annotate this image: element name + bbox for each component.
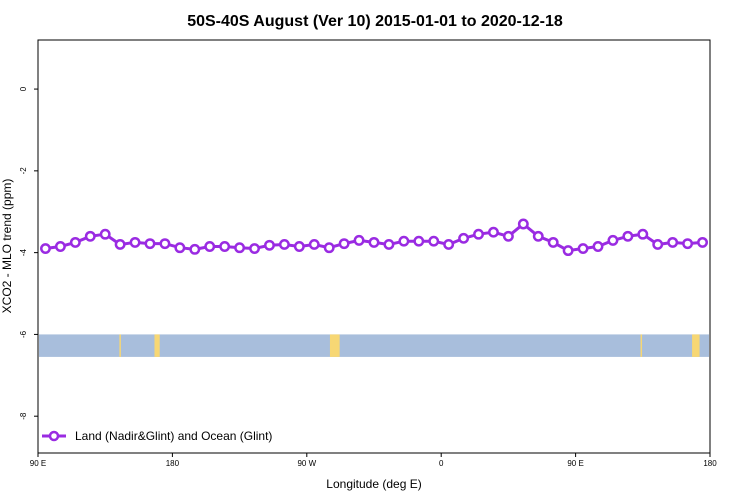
data-point xyxy=(353,234,365,246)
data-point xyxy=(234,242,246,254)
data-point xyxy=(308,239,320,250)
data-point xyxy=(607,234,619,246)
series-points xyxy=(40,218,708,257)
x-tick-label: 90 E xyxy=(30,459,46,468)
data-point xyxy=(189,243,201,255)
x-axis: 90 E 180 90 W 0 90 E 180 xyxy=(30,453,717,468)
plot-area xyxy=(39,218,709,357)
data-point xyxy=(458,232,470,244)
data-point xyxy=(622,230,634,242)
land-patch xyxy=(329,334,340,357)
x-tick-label: 0 xyxy=(439,459,444,468)
legend-label: Land (Nadir&Glint) and Ocean (Glint) xyxy=(75,429,272,443)
data-point xyxy=(114,239,126,250)
data-point xyxy=(502,230,514,242)
data-point xyxy=(264,239,275,251)
data-point xyxy=(278,239,290,250)
data-point xyxy=(40,243,51,254)
data-point xyxy=(99,228,111,240)
data-point xyxy=(204,241,216,252)
land-patch xyxy=(119,334,121,357)
land-patch xyxy=(640,334,643,357)
y-tick-label: -4 xyxy=(19,249,28,257)
data-point xyxy=(338,238,350,250)
y-tick-label: -8 xyxy=(19,412,28,420)
data-point xyxy=(383,239,395,250)
data-point xyxy=(667,236,679,248)
legend-marker xyxy=(48,430,60,442)
data-point xyxy=(413,235,425,247)
data-point xyxy=(637,228,649,240)
data-point xyxy=(368,236,380,248)
land-patches xyxy=(119,334,700,357)
data-point xyxy=(129,236,141,248)
data-point xyxy=(174,242,186,254)
plot-frame xyxy=(37,39,711,454)
data-point xyxy=(249,243,260,254)
y-tick-label: -6 xyxy=(19,330,28,338)
data-point xyxy=(562,245,574,257)
x-tick-label: 90 W xyxy=(297,459,316,468)
data-point xyxy=(592,241,604,252)
y-axis-label: XCO2 - MLO trend (ppm) xyxy=(0,179,14,314)
chart-title: 50S-40S August (Ver 10) 2015-01-01 to 20… xyxy=(187,13,563,30)
x-tick-label: 90 E xyxy=(567,459,583,468)
data-point xyxy=(428,235,440,247)
data-point xyxy=(144,238,156,250)
data-point xyxy=(159,238,171,250)
data-point xyxy=(682,238,694,250)
data-point xyxy=(69,236,81,248)
data-point xyxy=(517,218,529,230)
data-point xyxy=(443,239,455,250)
land-patch xyxy=(154,334,160,357)
data-point xyxy=(473,228,484,240)
ocean-band xyxy=(39,334,709,357)
data-point xyxy=(547,236,559,248)
data-point xyxy=(697,236,708,248)
y-tick-label: -2 xyxy=(19,167,28,175)
data-point xyxy=(219,241,231,252)
data-point xyxy=(398,235,410,247)
data-point xyxy=(532,230,544,242)
data-point xyxy=(293,241,305,252)
legend: Land (Nadir&Glint) and Ocean (Glint) xyxy=(42,429,272,443)
data-point xyxy=(84,230,96,242)
data-point xyxy=(488,226,499,238)
x-tick-label: 180 xyxy=(166,459,180,468)
data-point xyxy=(54,241,66,252)
data-point xyxy=(652,239,664,250)
y-axis: 0 -2 -4 -6 -8 xyxy=(19,86,38,420)
data-point xyxy=(577,243,589,254)
x-axis-label: Longitude (deg E) xyxy=(326,477,421,491)
x-tick-label: 180 xyxy=(703,459,717,468)
data-point xyxy=(323,242,335,254)
y-tick-label: 0 xyxy=(19,86,28,91)
land-patch xyxy=(692,334,700,357)
